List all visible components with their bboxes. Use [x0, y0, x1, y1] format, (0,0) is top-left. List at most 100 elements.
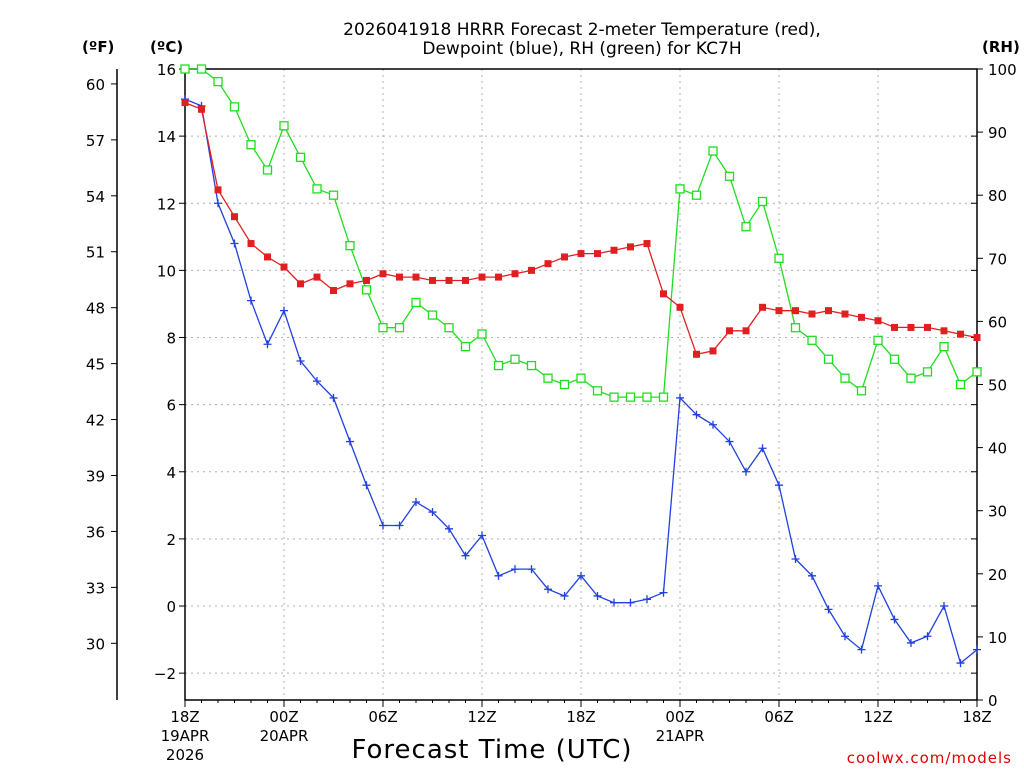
temperature-point: [907, 323, 915, 331]
rh-point: [477, 329, 487, 339]
rh-tick-label: 20: [988, 566, 1007, 584]
temperature-point: [462, 276, 469, 284]
relative-humidity-series: [180, 64, 982, 402]
dewpoint-point: [626, 598, 635, 607]
x-tick-label: 12Z: [863, 708, 892, 726]
dewpoint-point: [610, 598, 618, 607]
dewpoint-point: [923, 632, 932, 641]
dewpoint-point: [230, 239, 239, 248]
dewpoint-point: [511, 565, 519, 574]
x-tick-label: 06Z: [368, 708, 397, 726]
rh-point: [576, 373, 586, 383]
fahrenheit-tick-label: 57: [86, 132, 105, 150]
temperature-point: [792, 307, 799, 315]
dewpoint-point: [775, 481, 783, 490]
rh-point: [493, 360, 504, 371]
temperature-point: [594, 250, 601, 258]
temperature-point: [247, 240, 255, 248]
rh-point: [724, 171, 735, 181]
dewpoint-point: [214, 199, 222, 208]
temperature-point: [412, 273, 420, 281]
celsius-unit-label: (ºC): [150, 38, 183, 56]
temperature-point: [643, 240, 651, 248]
dewpoint-point: [395, 521, 404, 530]
rh-point: [642, 392, 652, 402]
rh-point: [460, 341, 471, 352]
celsius-tick-label: −2: [154, 665, 176, 683]
temperature-point: [363, 276, 370, 284]
dewpoint-point: [742, 467, 750, 476]
temperature-point: [379, 270, 387, 278]
celsius-tick-label: 12: [157, 195, 176, 213]
rh-point: [774, 253, 784, 263]
chart-title-line-2: Dewpoint (blue), RH (green) for KC7H: [422, 39, 741, 59]
dewpoint-point: [758, 444, 767, 453]
rh-tick-label: 10: [988, 629, 1007, 647]
temperature-point: [330, 287, 337, 295]
dewpoint-point: [907, 638, 915, 647]
rh-point: [823, 354, 834, 364]
rh-point: [411, 297, 421, 308]
x-tick-date-label: 21APR: [656, 727, 705, 745]
temperature-point: [231, 213, 238, 221]
dewpoint-point: [296, 357, 305, 366]
rh-unit-label: (RH): [982, 38, 1020, 56]
rh-point: [312, 184, 322, 194]
temperature-series: [181, 99, 981, 358]
x-axis-title: Forecast Time (UTC): [351, 735, 632, 765]
x-tick-year-label: 2026: [166, 746, 204, 764]
temperature-point: [891, 323, 898, 331]
rh-point: [279, 121, 289, 131]
x-tick-label: 18Z: [962, 708, 991, 726]
rh-point: [510, 354, 520, 364]
rh-point: [526, 360, 537, 371]
fahrenheit-tick-label: 45: [86, 356, 105, 374]
temperature-point: [478, 273, 486, 281]
temperature-point: [709, 347, 717, 355]
dewpoint-point: [544, 585, 552, 594]
celsius-tick-label: 6: [166, 397, 176, 415]
rh-point: [345, 241, 355, 251]
dewpoint-point: [692, 410, 701, 419]
dewpoint-point: [577, 571, 585, 580]
x-tick-label: 18Z: [170, 708, 199, 726]
rh-point: [378, 323, 388, 333]
fahrenheit-unit-label: (ºF): [82, 38, 114, 56]
temperature-point: [808, 310, 816, 318]
dewpoint-point: [478, 531, 486, 540]
rh-tick-label: 90: [988, 124, 1007, 142]
temperature-point: [693, 350, 700, 358]
rh-point: [444, 323, 454, 333]
dewpoint-point: [857, 645, 866, 654]
rh-point: [955, 379, 966, 390]
axes: [116, 68, 978, 701]
temperature-point: [676, 303, 684, 311]
dewpoint-point: [445, 524, 453, 533]
rh-point: [609, 392, 619, 402]
rh-tick-label: 100: [988, 61, 1017, 79]
dewpoint-point: [379, 521, 387, 530]
chart-title-line-1: 2026041918 HRRR Forecast 2-meter Tempera…: [343, 20, 821, 40]
rh-point: [691, 190, 702, 200]
temperature-point: [445, 276, 453, 284]
rh-tick-label: 60: [988, 313, 1007, 331]
rh-point: [939, 341, 949, 352]
rh-point: [708, 146, 718, 156]
temperature-point: [429, 276, 436, 284]
rh-point: [427, 310, 438, 320]
rh-tick-label: 30: [988, 503, 1007, 521]
celsius-tick-label: 14: [157, 128, 176, 146]
rh-point: [625, 392, 636, 402]
rh-point: [840, 373, 850, 383]
rh-point: [906, 373, 916, 383]
dewpoint-point: [824, 605, 833, 614]
dewpoint-point: [973, 645, 981, 654]
rh-point: [229, 102, 240, 112]
rh-point: [675, 184, 685, 194]
temperature-point: [511, 270, 519, 278]
credit-label: coolwx.com/models: [847, 749, 1012, 767]
rh-tick-label: 0: [988, 692, 998, 710]
temperature-point: [627, 243, 634, 251]
